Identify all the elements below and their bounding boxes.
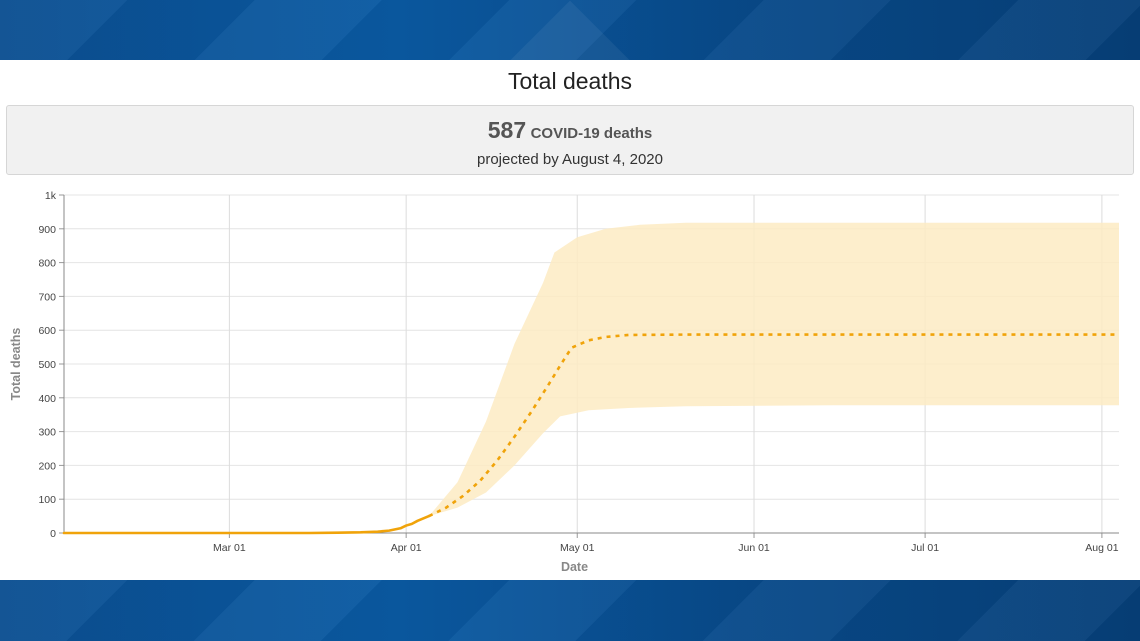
chart-title: Total deaths — [507, 68, 633, 94]
header-band — [0, 0, 1140, 120]
projected-deaths-line — [428, 333, 1119, 518]
x-axis-title: Date — [561, 560, 588, 574]
summary-headline: 587 COVID-19 deaths — [7, 116, 1133, 148]
y-tick-label: 100 — [38, 494, 56, 506]
summary-box: 587 COVID-19 deaths projected by August … — [6, 105, 1134, 175]
x-tick-label: May 01 — [560, 542, 595, 554]
summary-value: 587 — [487, 117, 527, 143]
y-tick-label: 700 — [38, 291, 56, 303]
y-tick-label: 200 — [38, 460, 56, 472]
y-tick-label: 300 — [38, 427, 56, 439]
x-tick-label: Aug 01 — [1085, 542, 1118, 554]
actual-deaths-line — [62, 514, 431, 535]
footer-band — [0, 580, 1140, 641]
x-tick-label: Jun 01 — [738, 542, 770, 554]
y-tick-label: 600 — [38, 325, 56, 337]
x-tick-label: Apr 01 — [391, 542, 422, 554]
chart-panel: Total deaths 587 COVID-19 deaths project… — [0, 60, 1140, 580]
total-deaths-chart: 0 100 200 300 400 500 600 700 800 900 1k Mar 01 Apr … — [9, 190, 1119, 574]
uncertainty-band — [428, 222, 1119, 517]
x-tick-label: Mar 01 — [213, 542, 246, 554]
x-tick-label: Jul 01 — [911, 542, 939, 554]
y-tick-label: 800 — [38, 258, 56, 270]
y-tick-label: 500 — [38, 359, 56, 371]
y-axis-title: Total deaths — [9, 328, 23, 401]
y-tick-label: 0 — [50, 528, 56, 540]
y-tick-label: 900 — [38, 224, 56, 236]
y-tick-label: 1k — [45, 190, 57, 202]
y-tick-label: 400 — [38, 393, 56, 405]
summary-unit: COVID-19 deaths — [530, 125, 653, 142]
summary-subtitle: projected by August 4, 2020 — [477, 151, 663, 168]
